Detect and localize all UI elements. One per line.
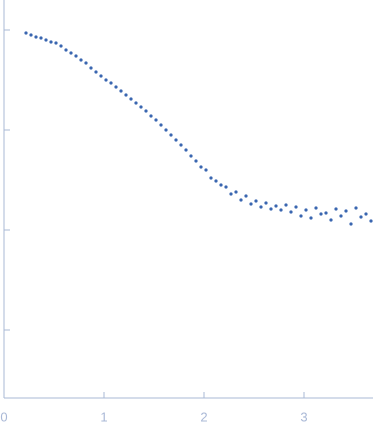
point [69, 51, 73, 55]
point [39, 36, 43, 40]
point [134, 101, 138, 105]
point [104, 78, 108, 82]
point [314, 206, 318, 210]
point [324, 211, 328, 215]
point [124, 93, 128, 97]
point [259, 205, 263, 209]
point [219, 183, 223, 187]
point [74, 54, 78, 58]
point [89, 66, 93, 70]
point [184, 148, 188, 152]
point [234, 190, 238, 194]
point [309, 216, 313, 220]
point [299, 214, 303, 218]
point [359, 215, 363, 219]
point [344, 209, 348, 213]
point [209, 176, 213, 180]
point [169, 133, 173, 137]
point [94, 70, 98, 74]
point [154, 118, 158, 122]
point [279, 208, 283, 212]
point [139, 105, 143, 109]
point [29, 33, 33, 37]
point [254, 199, 258, 203]
point [84, 61, 88, 65]
point [214, 179, 218, 183]
point [119, 89, 123, 93]
point [79, 58, 83, 62]
point [339, 214, 343, 218]
point [49, 40, 53, 44]
point [364, 212, 368, 216]
point [64, 48, 68, 52]
point [54, 41, 58, 45]
point [204, 168, 208, 172]
point [189, 154, 193, 158]
point [129, 97, 133, 101]
point [319, 212, 323, 216]
point [354, 206, 358, 210]
point [329, 218, 333, 222]
point [269, 207, 273, 211]
point [174, 138, 178, 142]
point [334, 207, 338, 211]
point [24, 31, 28, 35]
point [284, 203, 288, 207]
point [274, 204, 278, 208]
point [44, 38, 48, 42]
point [34, 35, 38, 39]
x-tick-label: 1 [100, 409, 107, 424]
point [199, 165, 203, 169]
point [349, 222, 353, 226]
point [239, 198, 243, 202]
point [224, 185, 228, 189]
point [59, 44, 63, 48]
point [244, 194, 248, 198]
point [194, 159, 198, 163]
point [149, 114, 153, 118]
point [114, 85, 118, 89]
point [229, 192, 233, 196]
x-tick-label: 2 [200, 409, 207, 424]
point [144, 109, 148, 113]
point [289, 210, 293, 214]
point [369, 219, 373, 223]
x-tick-label: 0 [0, 409, 7, 424]
point [294, 205, 298, 209]
point [99, 74, 103, 78]
point [159, 123, 163, 127]
point [179, 143, 183, 147]
point [164, 128, 168, 132]
point [264, 201, 268, 205]
x-tick-label: 3 [300, 409, 307, 424]
point [109, 81, 113, 85]
point [249, 202, 253, 206]
point [304, 208, 308, 212]
